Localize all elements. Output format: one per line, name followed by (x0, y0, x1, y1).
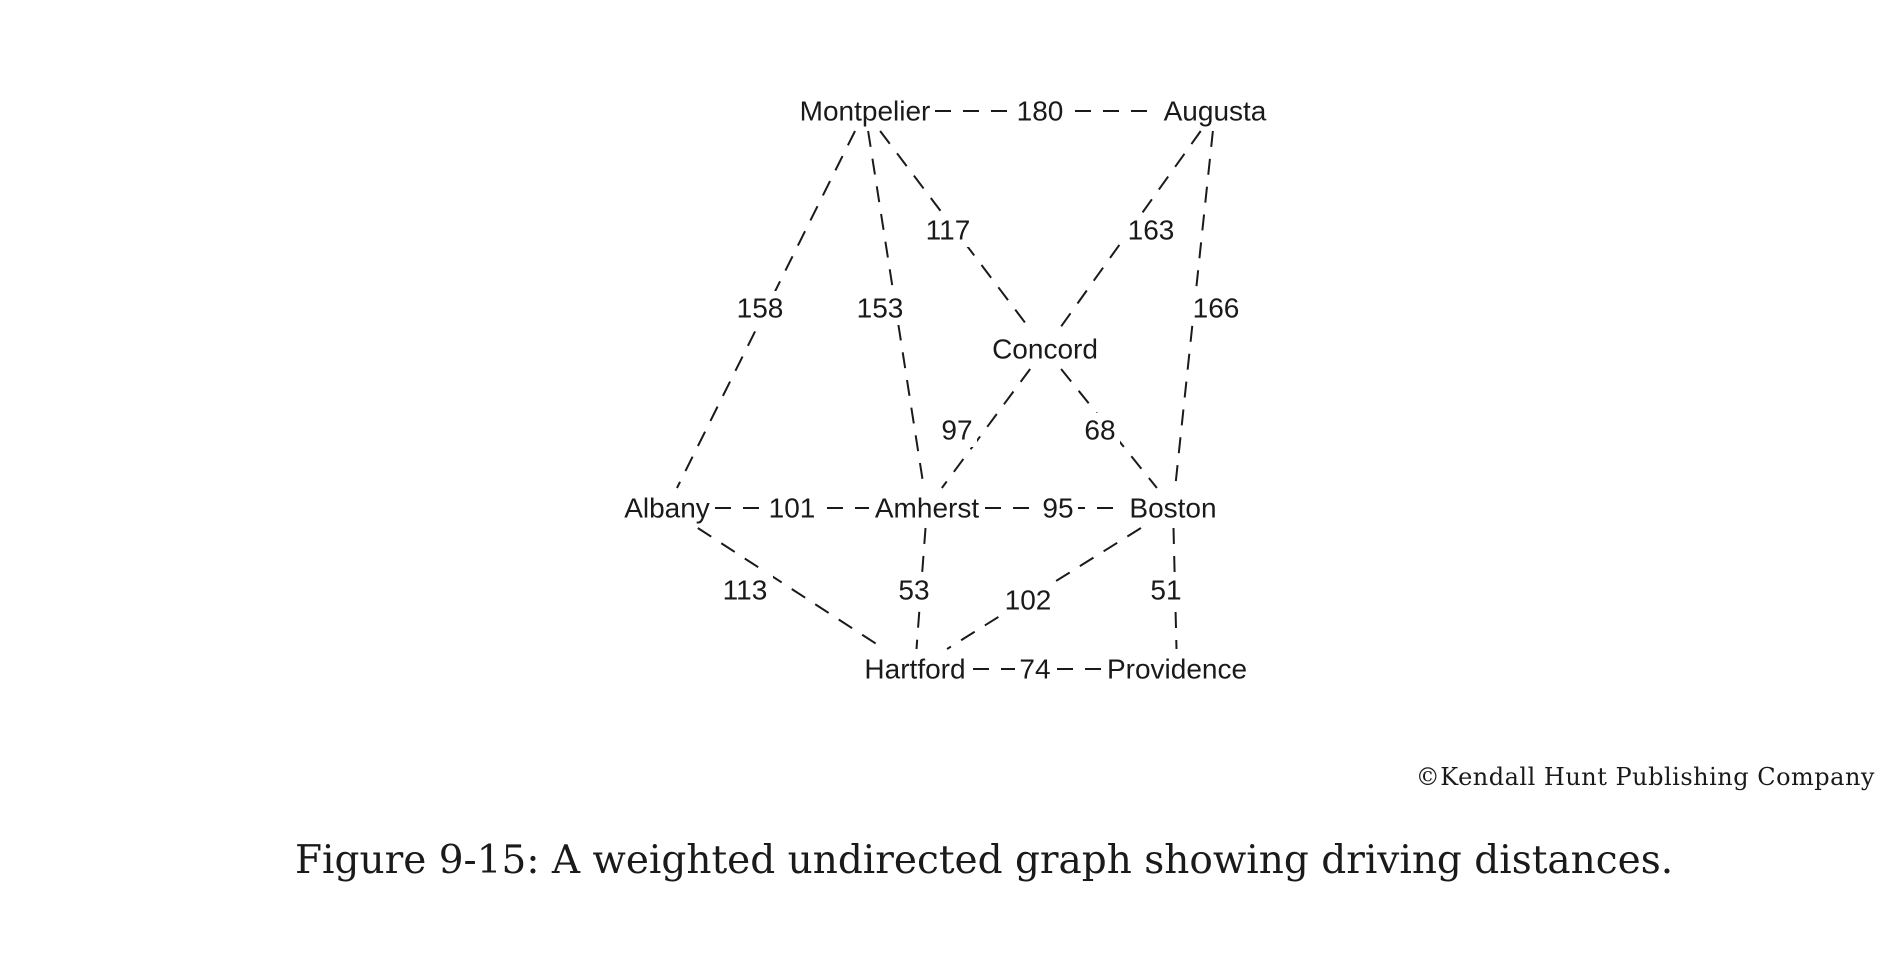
node-concord: Concord (992, 334, 1098, 365)
edge-weight-bg (920, 213, 976, 247)
edge-concord-boston (1060, 368, 1158, 489)
edge-weight-montpelier-concord: 117 (926, 215, 971, 246)
node-augusta: Augusta (1164, 96, 1267, 127)
edge-weight-montpelier-augusta: 180 (1017, 96, 1064, 127)
edge-weight-bg (937, 413, 977, 447)
edge-weight-bg (717, 573, 773, 607)
edge-weight-bg (1188, 291, 1244, 325)
edge-weight-bg (764, 491, 820, 525)
node-albany: Albany (624, 493, 710, 524)
node-montpelier: Montpelier (800, 96, 931, 127)
edge-weight-albany-hartford: 113 (723, 575, 768, 606)
edge-weight-bg (1015, 652, 1055, 686)
edge-weight-bg (1080, 413, 1120, 447)
edge-weight-concord-boston: 68 (1084, 415, 1115, 446)
edge-weight-albany-amherst: 101 (769, 493, 816, 524)
edge-weight-bg (1038, 491, 1078, 525)
weights-layer: 180 158 153 117 163 166 97 68 101 95 113 53 102 51 74 (717, 94, 1244, 686)
edge-weight-bg (1146, 573, 1186, 607)
copyright-notice: ©Kendall Hunt Publishing Company (1415, 763, 1875, 791)
node-boston: Boston (1129, 493, 1216, 524)
edge-weight-augusta-concord: 163 (1128, 215, 1175, 246)
edge-weight-bg (732, 291, 788, 325)
edge-weight-augusta-boston: 166 (1193, 293, 1240, 324)
edge-weight-bg (894, 573, 934, 607)
node-providence: Providence (1107, 654, 1247, 685)
edge-weight-bg (1123, 213, 1179, 247)
edge-weight-boston-providence: 51 (1150, 575, 1181, 606)
edge-weight-montpelier-albany: 158 (737, 293, 784, 324)
edge-weight-concord-amherst: 97 (941, 415, 972, 446)
edge-weight-bg (852, 291, 908, 325)
edge-weight-bg (1000, 583, 1056, 617)
edge-weight-amherst-hartford: 53 (898, 575, 929, 606)
edge-weight-boston-hartford: 102 (1005, 585, 1052, 616)
edge-concord-amherst (941, 368, 1031, 489)
node-amherst: Amherst (875, 493, 979, 524)
nodes-layer: Montpelier Augusta Concord Albany Amherst Bos… (624, 96, 1267, 685)
edge-weight-bg (1012, 94, 1068, 128)
figure-caption: Figure 9-15: A weighted undirected graph… (295, 838, 1674, 883)
edge-weight-amherst-boston: 95 (1042, 493, 1073, 524)
edge-albany-hartford (697, 527, 885, 650)
edge-weight-montpelier-amherst: 153 (857, 293, 904, 324)
node-hartford: Hartford (864, 654, 965, 685)
edge-weight-hartford-providence: 74 (1019, 654, 1050, 685)
